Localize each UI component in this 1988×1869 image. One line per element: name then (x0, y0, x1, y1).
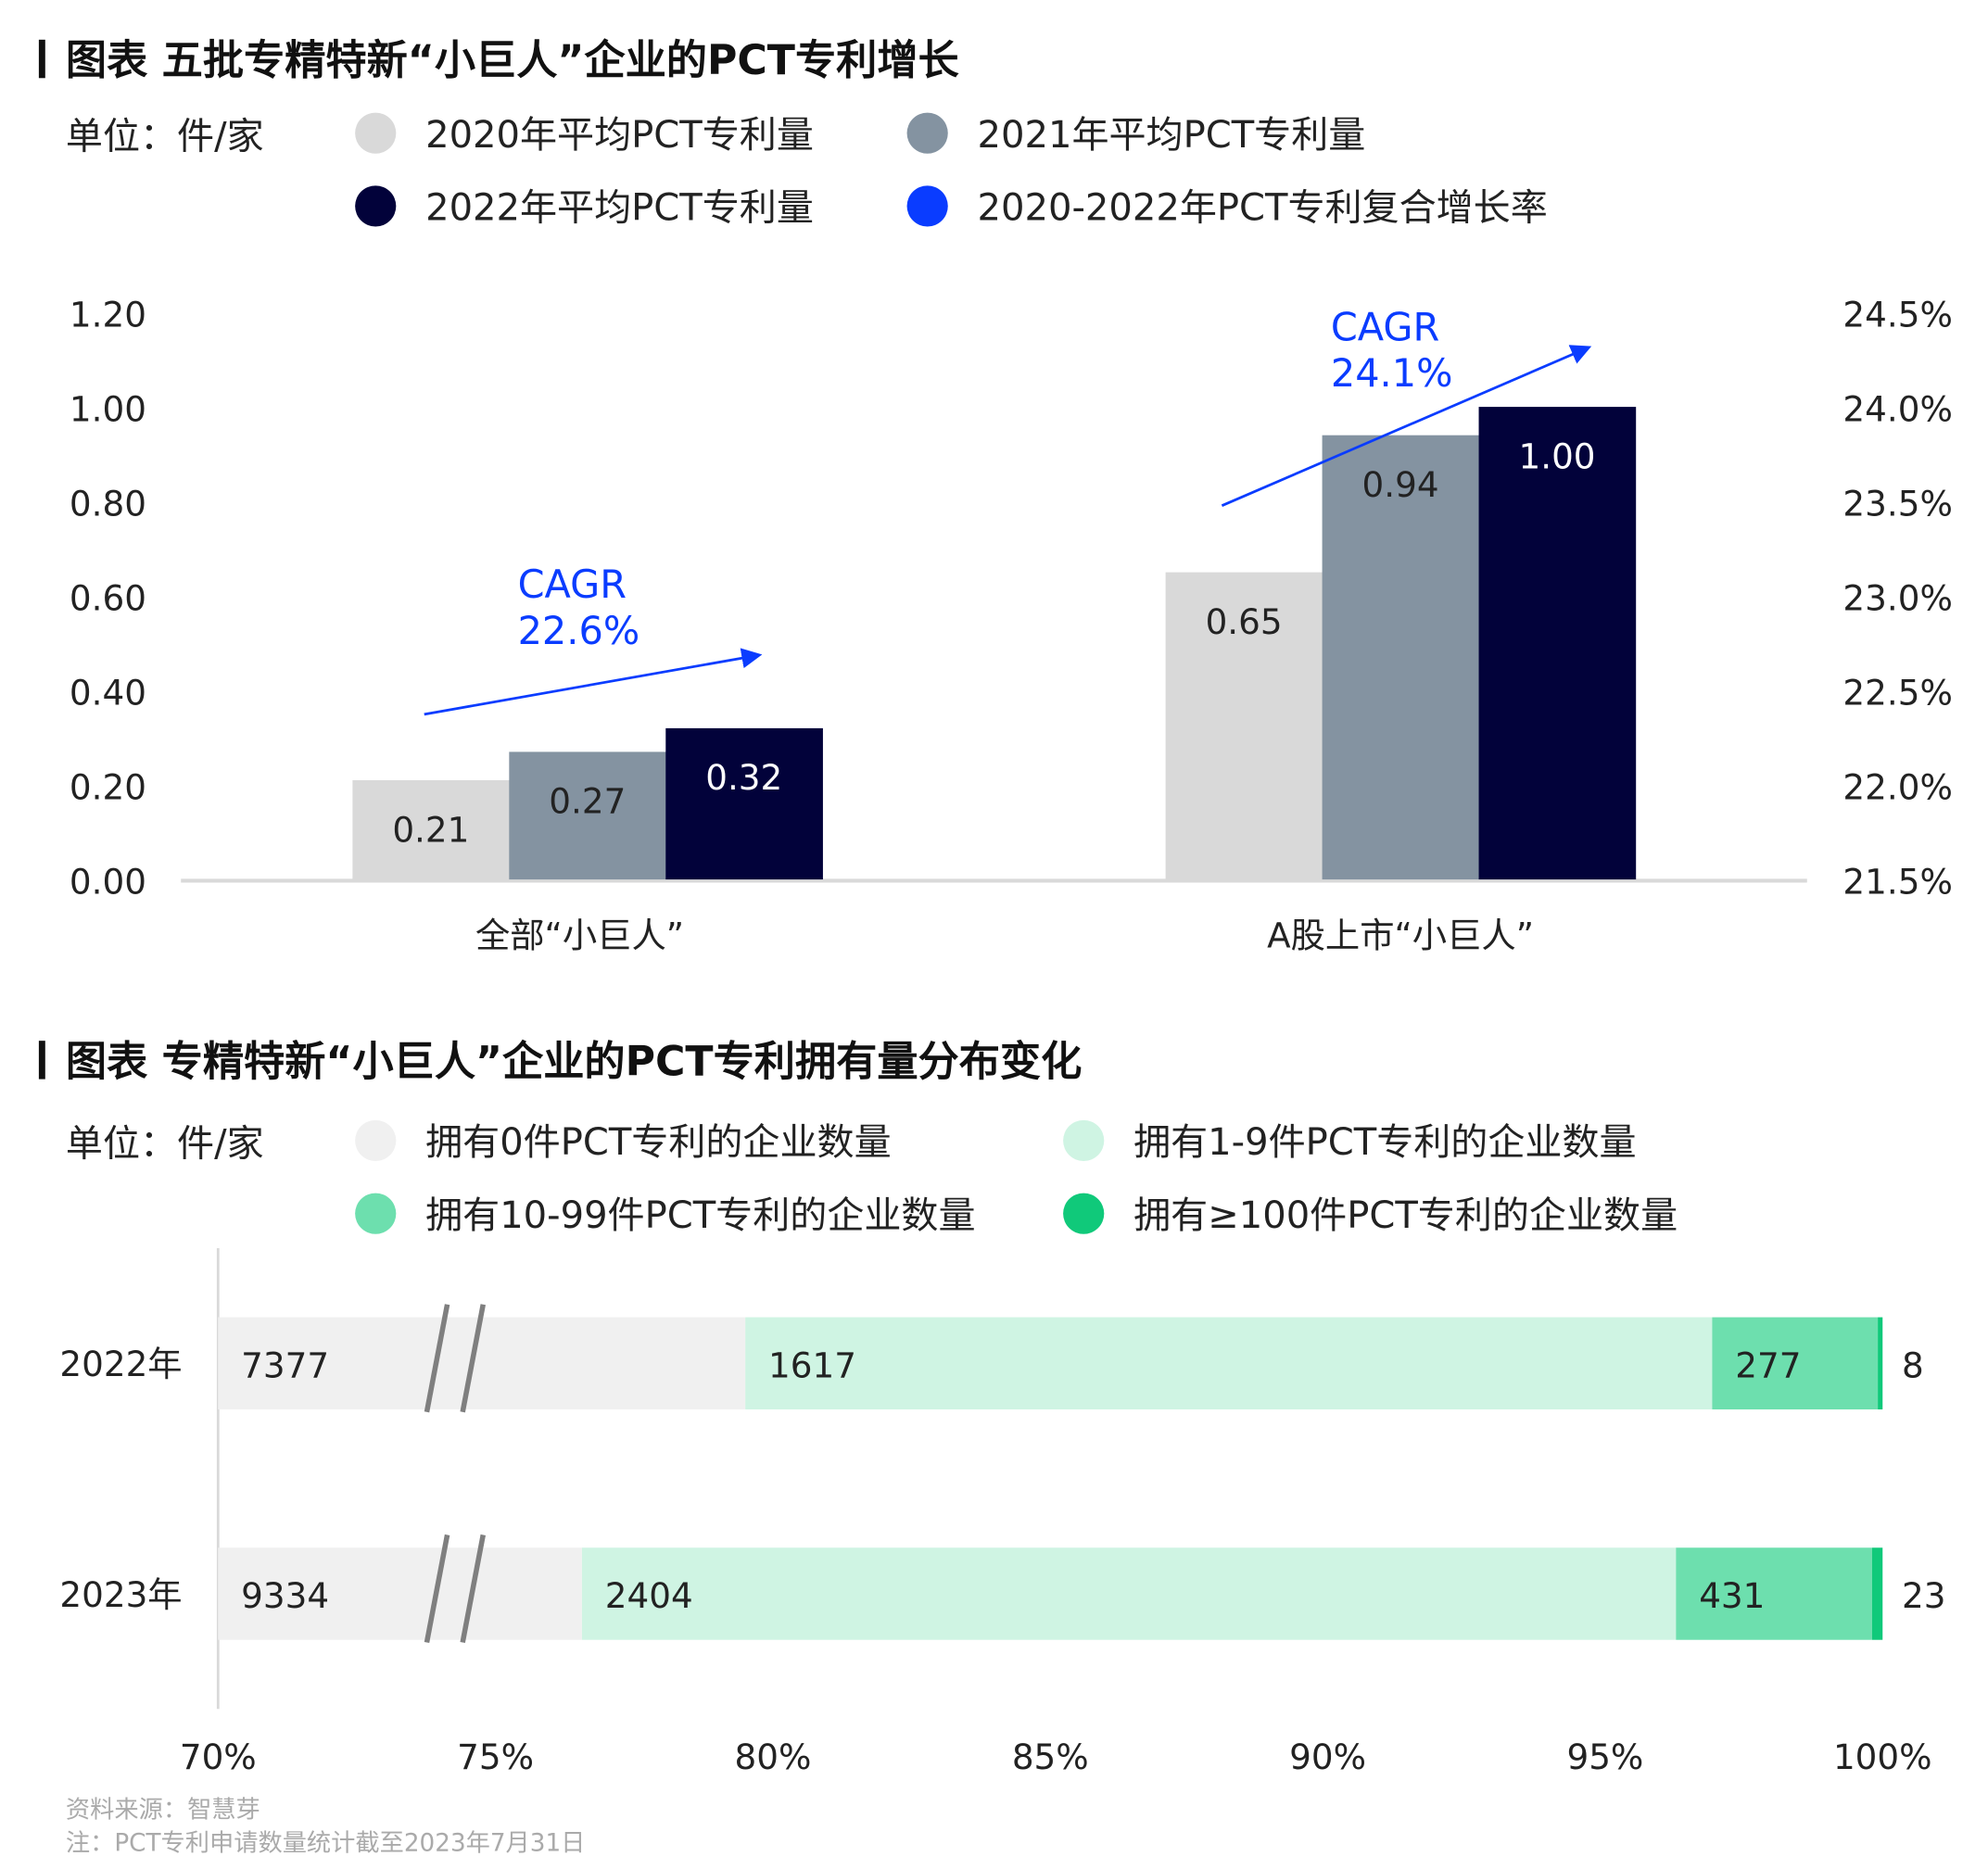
cagr-arrow (1221, 345, 1592, 507)
y-tick-label: 0.60 (70, 577, 146, 618)
legend-swatch (906, 185, 948, 227)
y-tick-label: 0.20 (70, 766, 146, 807)
legend-swatch (906, 112, 948, 154)
y2-tick-label: 24.0% (1842, 388, 1952, 429)
bar (352, 779, 511, 880)
chart2-plot: 70% 75% 80% 85% 90% 95% 100% 2022年 7377 1617 277 8 2… (59, 1247, 1945, 1777)
category-label: 全部“小巨人” (475, 915, 684, 955)
y2-tick-label: 24.5% (1842, 294, 1952, 335)
bar-segment (1878, 1317, 1883, 1410)
data-label: 8 (1902, 1345, 1924, 1386)
bar (665, 727, 823, 880)
x-tick-label: 85% (1012, 1736, 1089, 1777)
title-bar-marker (38, 39, 45, 79)
x-tick-label: 90% (1289, 1736, 1366, 1777)
row-label: 2022年 (59, 1344, 182, 1384)
cagr-prefix: CAGR (518, 562, 627, 607)
data-label: 431 (1699, 1575, 1765, 1616)
data-label: 0.32 (705, 757, 782, 798)
y-tick-label: 1.00 (70, 388, 146, 429)
y2-tick-label: 22.5% (1842, 672, 1952, 713)
bar-segment (1871, 1547, 1883, 1640)
row-label: 2023年 (59, 1574, 182, 1615)
cagr-prefix: CAGR (1331, 305, 1439, 349)
title-bar-marker (38, 1041, 45, 1080)
axis-break-mark (460, 1304, 486, 1413)
data-label: 0.94 (1362, 464, 1439, 505)
bar (509, 751, 666, 880)
bar-segment (1712, 1317, 1879, 1410)
y2-tick-label: 23.0% (1842, 577, 1952, 618)
chart1-plot: 0.00 0.20 0.40 0.60 0.80 1.00 1.20 21.5% 22.0% 22… (70, 294, 1953, 955)
y2-tick-label: 21.5% (1842, 861, 1952, 902)
legend-swatch (355, 112, 397, 154)
data-label: 0.27 (549, 781, 626, 822)
data-label: 277 (1735, 1345, 1801, 1386)
legend-label: 拥有10-99件PCT专利的企业数量 (425, 1194, 975, 1237)
legend-label: 2020年平均PCT专利量 (425, 114, 814, 157)
bar-segment (1676, 1547, 1872, 1640)
bar (1165, 572, 1323, 880)
chart2-title: 图表 专精特新“小巨人”企业的PCT专利拥有量分布变化 (66, 1038, 1082, 1085)
y-tick-label: 0.00 (70, 861, 146, 902)
x-tick-label: 70% (180, 1736, 257, 1777)
y-tick-label: 0.40 (70, 672, 146, 713)
category-label: A股上市“小巨人” (1267, 915, 1534, 955)
legend-label: 2022年平均PCT专利量 (425, 187, 814, 230)
bar (1322, 435, 1480, 880)
legend-label: 2021年平均PCT专利量 (978, 114, 1366, 157)
data-label: 1.00 (1518, 436, 1595, 476)
data-label: 0.21 (392, 809, 469, 850)
cagr-value: 22.6% (518, 609, 640, 653)
axis-break-mark (424, 1534, 450, 1643)
y2-tick-label: 22.0% (1842, 766, 1952, 807)
y-tick-label: 1.20 (70, 294, 146, 335)
legend-swatch (355, 185, 397, 227)
chart1-unit: 单位：件/家 (66, 115, 264, 158)
y-tick-label: 0.80 (70, 483, 146, 524)
footnote: 注：PCT专利申请数量统计截至2023年7月31日 (66, 1830, 586, 1858)
bar (1478, 407, 1637, 880)
legend-label: 2020-2022年PCT专利复合增长率 (978, 187, 1548, 230)
data-label: 2404 (605, 1575, 693, 1616)
source-note: 资料来源：智慧芽 (66, 1797, 260, 1825)
y2-tick-label: 23.5% (1842, 483, 1952, 524)
chart1-title: 图表 五批专精特新“小巨人”企业的PCT专利增长 (66, 37, 960, 84)
x-tick-label: 100% (1833, 1736, 1932, 1777)
legend-swatch (1063, 1119, 1105, 1162)
data-label: 9334 (241, 1575, 329, 1616)
axis-break-mark (460, 1534, 486, 1643)
chart1-legend: 2020年平均PCT专利量 2021年平均PCT专利量 2022年平均PCT专利量 2… (355, 112, 1548, 230)
chart2-legend: 拥有0件PCT专利的企业数量 拥有1-9件PCT专利的企业数量拥有10-99件PC… (355, 1119, 1678, 1237)
x-tick-label: 95% (1566, 1736, 1643, 1777)
legend-swatch (355, 1119, 397, 1162)
chart2-unit: 单位：件/家 (66, 1123, 264, 1166)
bar-segment (745, 1317, 1713, 1410)
data-label: 0.65 (1206, 601, 1283, 642)
cagr-arrow (424, 648, 763, 716)
bar-segment (218, 1317, 746, 1410)
bar-segment (581, 1547, 1677, 1640)
axis-break-mark (424, 1304, 450, 1413)
legend-swatch (1063, 1193, 1105, 1234)
x-tick-label: 80% (735, 1736, 812, 1777)
legend-label: 拥有≥100件PCT专利的企业数量 (1133, 1194, 1678, 1237)
data-label: 7377 (241, 1345, 329, 1386)
data-label: 23 (1902, 1575, 1945, 1616)
data-label: 1617 (768, 1345, 856, 1386)
bar-segment (218, 1547, 582, 1640)
x-tick-label: 75% (457, 1736, 534, 1777)
legend-swatch (355, 1193, 397, 1234)
legend-label: 拥有0件PCT专利的企业数量 (425, 1121, 892, 1164)
cagr-value: 24.1% (1331, 351, 1453, 396)
legend-label: 拥有1-9件PCT专利的企业数量 (1133, 1121, 1636, 1164)
